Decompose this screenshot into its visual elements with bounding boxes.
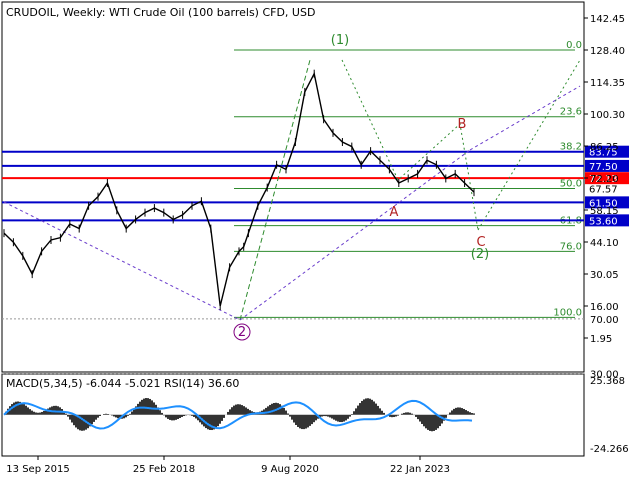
price-axis-label: 1.95: [590, 334, 612, 345]
horizontal-level-tag: [585, 172, 629, 185]
fib-level-label: 23.6: [560, 107, 582, 118]
price-axis-label: 86.25: [590, 142, 619, 153]
price-axis-label: 16.00: [590, 302, 619, 313]
price-axis-label: 72.20: [590, 174, 619, 185]
price-series-line: [3, 71, 475, 307]
indicator-axis-label: 30.00: [590, 370, 619, 381]
indicator-panel: [1, 373, 585, 457]
horizontal-level-tag: [585, 159, 629, 172]
wave-line-correction: [341, 59, 479, 231]
time-axis-label: 9 Aug 2020: [261, 464, 319, 475]
fib-level-label: 100.0: [553, 307, 582, 318]
indicator-title: MACD(5,34,5) -6.044 -5.021 RSI(14) 36.60: [6, 377, 239, 390]
time-axis-label: 13 Sep 2015: [6, 464, 69, 475]
fib-level-label: 0.0: [566, 40, 582, 51]
price-axis-label: 44.10: [590, 238, 619, 249]
horizontal-level-tag: [585, 145, 629, 158]
price-axis-label: 128.40: [590, 46, 625, 57]
horizontal-level-tag-text: 61.50: [589, 198, 618, 209]
horizontal-level-tag-text: 53.60: [589, 216, 618, 227]
horizontal-level-tag: [585, 196, 629, 209]
rsi-line: [3, 399, 473, 430]
price-axis-label: 58.15: [590, 206, 619, 217]
wave-label: (1): [331, 33, 349, 48]
time-axis-label: 25 Feb 2018: [133, 464, 195, 475]
wave-label: A: [390, 205, 399, 220]
wave-line-impulse-1: [239, 59, 311, 321]
indicator-axis-label: -24.266: [590, 444, 629, 455]
indicator-axis-label: 25.368: [590, 376, 625, 387]
wave-line-decline: [3, 201, 241, 321]
horizontal-level-tag-text: 77.50: [589, 162, 618, 173]
price-axis-label: 142.45: [590, 14, 625, 25]
price-axis-label: 114.35: [590, 78, 625, 89]
wave-label: 2: [238, 325, 246, 340]
chart-title: CRUDOIL, Weekly: WTI Crude Oil (100 barr…: [6, 6, 315, 19]
wave-label: (2): [471, 247, 489, 262]
horizontal-level-tag-text: 72.13: [589, 174, 618, 185]
wave-line-projection: [477, 59, 581, 231]
fib-level-label: 76.0: [560, 241, 582, 252]
price-axis-label: 30.05: [590, 270, 619, 281]
main-panel: [1, 1, 585, 373]
current-price-label: 67.57: [589, 185, 618, 196]
indicator-axis-label: 70.00: [590, 315, 619, 326]
horizontal-level-tag-text: 83.75: [589, 148, 618, 159]
fib-level-label: 50.0: [560, 179, 582, 190]
horizontal-level-tag: [585, 214, 629, 227]
wave-label: B: [458, 117, 467, 132]
time-axis-label: 22 Jan 2023: [390, 464, 450, 475]
wave-label: C: [476, 235, 485, 250]
wave-label-circle: [233, 323, 251, 341]
fib-level-label: 38.2: [560, 142, 582, 153]
price-axis-label: 100.30: [590, 110, 625, 121]
